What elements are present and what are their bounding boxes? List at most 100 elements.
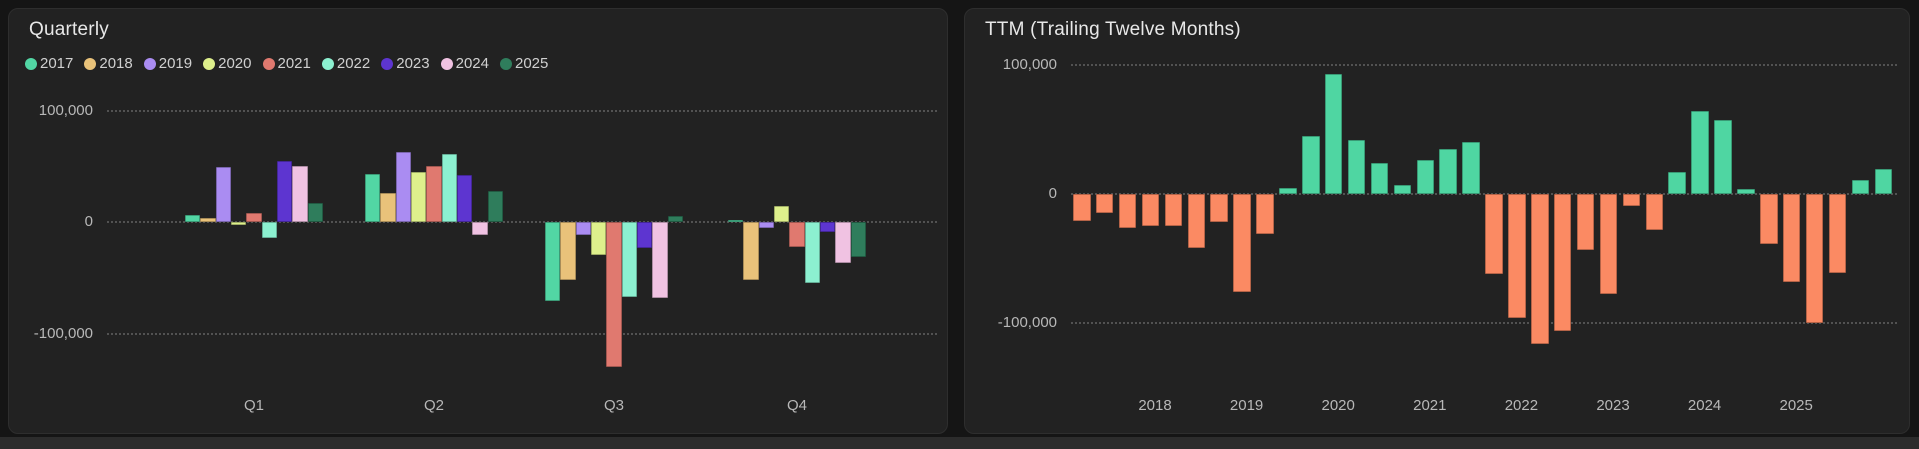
ttm-bar-29[interactable] bbox=[1737, 188, 1755, 194]
quarterly-bar-2018-Q2[interactable] bbox=[380, 193, 396, 222]
ttm-bar-0[interactable] bbox=[1073, 194, 1091, 222]
ttm-bar-4[interactable] bbox=[1164, 194, 1183, 227]
ttm-bar-24[interactable] bbox=[1622, 194, 1641, 206]
quarterly-bar-2024-Q2[interactable] bbox=[472, 222, 488, 236]
gridline-100000 bbox=[107, 109, 937, 112]
quarterly-bar-2024-Q3[interactable] bbox=[652, 222, 668, 298]
y-axis-tick-label: 100,000 bbox=[1002, 55, 1057, 73]
quarterly-bar-2017-Q3[interactable] bbox=[545, 222, 561, 302]
ttm-bar-31[interactable] bbox=[1782, 194, 1801, 282]
legend-item-2017[interactable]: 2017 bbox=[25, 55, 73, 72]
legend-item-2020[interactable]: 2020 bbox=[203, 55, 252, 72]
quarterly-bar-2018-Q1[interactable] bbox=[200, 217, 216, 222]
quarterly-bar-2023-Q1[interactable] bbox=[276, 160, 293, 222]
ttm-bar-33[interactable] bbox=[1828, 194, 1847, 273]
ttm-bar-13[interactable] bbox=[1370, 162, 1389, 194]
ttm-bar-11[interactable] bbox=[1324, 73, 1343, 194]
ttm-bar-8[interactable] bbox=[1256, 194, 1274, 235]
quarterly-bar-2018-Q3[interactable] bbox=[560, 222, 576, 280]
ttm-bar-34[interactable] bbox=[1851, 179, 1870, 194]
ttm-bar-6[interactable] bbox=[1210, 194, 1228, 223]
ttm-bar-32[interactable] bbox=[1805, 194, 1824, 324]
legend-item-2025[interactable]: 2025 bbox=[500, 55, 548, 72]
legend-label: 2020 bbox=[218, 55, 252, 72]
ttm-bar-1[interactable] bbox=[1095, 194, 1114, 214]
ttm-bar-21[interactable] bbox=[1553, 194, 1572, 332]
gridline-0 bbox=[107, 221, 937, 223]
ttm-bar-2[interactable] bbox=[1118, 194, 1137, 228]
ttm-bar-28[interactable] bbox=[1714, 120, 1732, 194]
ttm-bar-30[interactable] bbox=[1760, 194, 1778, 245]
quarterly-bar-2019-Q1[interactable] bbox=[215, 167, 232, 222]
quarterly-bar-2025-Q3[interactable] bbox=[667, 216, 683, 222]
quarterly-bar-2020-Q1[interactable] bbox=[231, 222, 247, 226]
quarterly-bar-2023-Q3[interactable] bbox=[636, 222, 653, 248]
y-axis-tick-label: 100,000 bbox=[38, 101, 93, 119]
quarterly-bar-2020-Q4[interactable] bbox=[774, 206, 790, 222]
quarterly-bar-2023-Q2[interactable] bbox=[456, 175, 473, 222]
ttm-bar-35[interactable] bbox=[1874, 169, 1892, 194]
ttm-bar-10[interactable] bbox=[1302, 135, 1320, 194]
x-axis-label-Q4: Q4 bbox=[786, 397, 807, 414]
quarterly-bar-2022-Q3[interactable] bbox=[621, 222, 637, 297]
quarterly-bar-2018-Q4[interactable] bbox=[743, 222, 759, 280]
quarterly-bar-2025-Q2[interactable] bbox=[487, 190, 503, 222]
legend-item-2018[interactable]: 2018 bbox=[84, 55, 133, 72]
ttm-bar-18[interactable] bbox=[1485, 194, 1503, 275]
quarterly-bar-2025-Q1[interactable] bbox=[307, 203, 323, 222]
ttm-bar-5[interactable] bbox=[1187, 194, 1205, 249]
ttm-bar-16[interactable] bbox=[1439, 148, 1457, 194]
legend-dot-2020 bbox=[203, 57, 216, 70]
quarterly-bar-2020-Q2[interactable] bbox=[411, 171, 427, 222]
ttm-bar-7[interactable] bbox=[1233, 194, 1251, 293]
legend-item-2021[interactable]: 2021 bbox=[262, 55, 311, 72]
quarterly-bar-2022-Q4[interactable] bbox=[804, 222, 820, 284]
ttm-bar-15[interactable] bbox=[1416, 160, 1434, 194]
legend-dot-2018 bbox=[84, 57, 97, 70]
quarterly-bar-2021-Q2[interactable] bbox=[426, 166, 442, 222]
x-axis-label-Q1: Q1 bbox=[243, 397, 264, 414]
ttm-bar-12[interactable] bbox=[1347, 139, 1366, 194]
quarterly-bar-2025-Q4[interactable] bbox=[850, 222, 866, 257]
quarterly-bar-2020-Q3[interactable] bbox=[591, 222, 607, 256]
ttm-bar-14[interactable] bbox=[1393, 184, 1412, 194]
legend-item-2022[interactable]: 2022 bbox=[321, 55, 370, 72]
ttm-bar-27[interactable] bbox=[1691, 111, 1709, 194]
legend-label: 2021 bbox=[277, 55, 311, 72]
quarterly-bar-2017-Q1[interactable] bbox=[185, 215, 201, 222]
quarterly-bar-2019-Q4[interactable] bbox=[758, 222, 775, 228]
ttm-bar-17[interactable] bbox=[1462, 142, 1480, 194]
quarterly-bar-2017-Q2[interactable] bbox=[365, 174, 381, 222]
gridline--100000 bbox=[107, 332, 937, 335]
legend-item-2023[interactable]: 2023 bbox=[381, 55, 430, 72]
quarterly-bar-2021-Q1[interactable] bbox=[246, 213, 262, 222]
quarterly-bar-2019-Q3[interactable] bbox=[575, 222, 592, 236]
x-axis-label-2025: 2025 bbox=[1779, 397, 1813, 414]
quarterly-legend: 2017 2018 2019 2020 2021 2022 2023 2024 2025 bbox=[25, 55, 559, 72]
ttm-bar-3[interactable] bbox=[1141, 194, 1160, 227]
ttm-bar-22[interactable] bbox=[1576, 194, 1595, 250]
ttm-bar-25[interactable] bbox=[1645, 194, 1663, 231]
quarterly-bar-2019-Q2[interactable] bbox=[395, 151, 412, 222]
quarterly-bar-2021-Q3[interactable] bbox=[606, 222, 622, 367]
ttm-bar-9[interactable] bbox=[1279, 187, 1297, 194]
quarterly-bar-2024-Q1[interactable] bbox=[292, 166, 308, 222]
ttm-bar-20[interactable] bbox=[1531, 194, 1549, 344]
legend-item-2024[interactable]: 2024 bbox=[440, 55, 489, 72]
legend-item-2019[interactable]: 2019 bbox=[143, 55, 193, 72]
x-axis-label-2022: 2022 bbox=[1504, 397, 1539, 414]
ttm-bar-19[interactable] bbox=[1508, 194, 1526, 319]
gridline--100000 bbox=[1071, 322, 1897, 325]
quarterly-bar-2017-Q4[interactable] bbox=[728, 219, 744, 222]
ttm-bar-23[interactable] bbox=[1599, 194, 1618, 294]
legend-dot-2023 bbox=[381, 57, 394, 70]
legend-label: 2019 bbox=[158, 55, 193, 72]
x-axis-label-2020: 2020 bbox=[1321, 397, 1355, 414]
quarterly-bar-2022-Q2[interactable] bbox=[441, 153, 457, 222]
quarterly-bar-2021-Q4[interactable] bbox=[789, 222, 805, 247]
x-axis-label-2024: 2024 bbox=[1687, 397, 1722, 414]
ttm-bar-26[interactable] bbox=[1668, 172, 1686, 194]
quarterly-bar-2022-Q1[interactable] bbox=[261, 222, 277, 238]
quarterly-bar-2023-Q4[interactable] bbox=[819, 222, 836, 233]
quarterly-bar-2024-Q4[interactable] bbox=[835, 222, 851, 264]
